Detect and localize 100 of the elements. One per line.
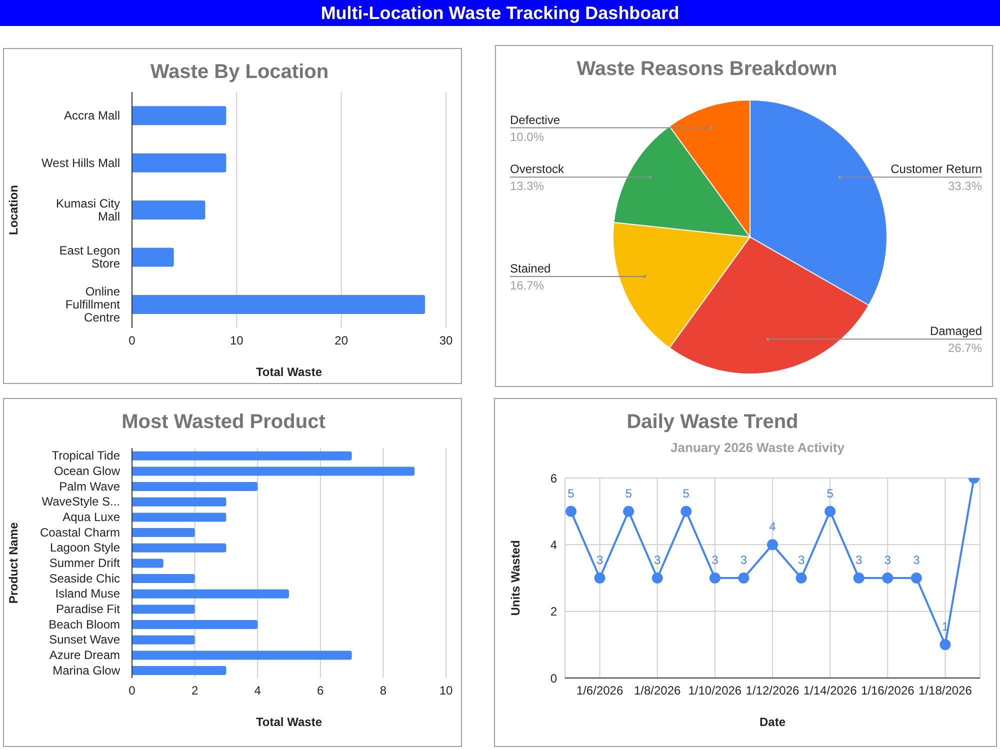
point <box>709 572 720 584</box>
point <box>853 572 864 584</box>
point <box>623 506 634 517</box>
x-tick-label: 10 <box>230 334 244 348</box>
point <box>767 539 778 550</box>
y-axis-title: Location <box>6 185 20 235</box>
y-tick-label: 2 <box>550 604 558 619</box>
y-tick-label: Island Muse <box>55 586 120 601</box>
point <box>796 572 807 584</box>
chart-title: Waste By Location <box>149 61 330 84</box>
x-tick-label: 1/14/2026 <box>803 684 858 698</box>
bar <box>132 620 258 630</box>
bar <box>132 543 226 552</box>
bar <box>132 294 426 314</box>
bar <box>132 558 164 568</box>
bar <box>132 106 226 126</box>
slice-label: Stained <box>510 261 551 276</box>
y-tick-label: Lagoon Style <box>50 540 120 555</box>
bar <box>132 635 195 644</box>
data-label: 5 <box>625 486 632 500</box>
data-label: 3 <box>913 553 920 567</box>
y-tick-label: Summer Drift <box>49 556 121 570</box>
data-label: 5 <box>826 486 834 500</box>
y-tick-label: Ocean Glow <box>54 464 120 478</box>
y-tick-label: Palm Wave <box>59 479 120 494</box>
bar <box>132 466 415 476</box>
bar <box>132 589 289 598</box>
bar <box>132 650 352 660</box>
y-tick-label: Paradise Fit <box>56 602 121 616</box>
x-tick-label: 4 <box>254 684 262 698</box>
bar <box>132 666 226 676</box>
x-tick-label: 1/18/2026 <box>918 684 972 698</box>
slice-label: Overstock <box>510 162 566 176</box>
bar <box>132 200 206 220</box>
x-tick-label: 1/6/2026 <box>576 684 624 698</box>
y-tick-label: 0 <box>550 671 558 686</box>
bar <box>132 482 258 492</box>
y-tick-label: Marina Glow <box>52 663 120 678</box>
y-tick-label: Coastal Charm <box>40 525 120 540</box>
y-tick-label: Accra Mall <box>64 108 120 123</box>
chart-title: Most Wasted Product <box>120 411 326 434</box>
data-label: 4 <box>769 520 776 534</box>
data-label: 3 <box>654 553 662 567</box>
y-tick-label: Beach Bloom <box>48 617 120 632</box>
point <box>910 572 922 584</box>
x-tick-label: 6 <box>317 684 324 698</box>
data-label: 5 <box>568 486 575 500</box>
y-tick-label: Seaside Chic <box>49 571 120 586</box>
bar <box>132 528 195 538</box>
bar <box>132 153 226 172</box>
data-label: 3 <box>884 553 892 567</box>
point <box>940 639 951 650</box>
bar <box>132 512 226 522</box>
bar <box>132 604 195 614</box>
x-axis-title: Date <box>759 715 786 729</box>
data-label: 16.7% <box>510 278 544 292</box>
slice-label: Damaged <box>930 324 982 338</box>
y-tick-label: Kumasi City Mall <box>56 196 120 224</box>
data-label: 33.3% <box>948 179 982 194</box>
chart-title: Daily Waste Trend <box>626 411 800 434</box>
x-tick-label: 8 <box>380 684 387 698</box>
bar <box>132 497 226 506</box>
x-tick-label: 10 <box>439 684 453 698</box>
x-tick-label: 1/8/2026 <box>634 684 682 698</box>
text: Multi-Location Waste Tracking Dashboard <box>0 0 1000 26</box>
data-label: 3 <box>596 553 604 567</box>
data-label: 13.3% <box>510 179 544 194</box>
slice-label: Customer Return <box>890 162 982 176</box>
y-tick-label: Tropical Tide <box>52 448 120 463</box>
x-tick-label: 20 <box>334 334 348 348</box>
y-tick-label: Sunset Wave <box>49 632 120 647</box>
data-label: 3 <box>856 553 863 567</box>
y-axis-title: Product Name <box>6 522 20 604</box>
x-tick-label: 2 <box>191 684 198 698</box>
data-label: 3 <box>740 553 748 567</box>
data-label: 5 <box>682 486 690 500</box>
data-label: 3 <box>712 553 719 567</box>
point <box>882 572 894 584</box>
x-tick-label: 1/10/2026 <box>688 684 742 698</box>
chart-title: Waste Reasons Breakdown <box>576 58 838 81</box>
bar <box>132 574 195 584</box>
data-label: 26.7% <box>948 341 982 356</box>
point <box>680 506 692 517</box>
point <box>652 572 663 584</box>
bar <box>132 451 352 460</box>
x-tick-label: 0 <box>128 684 136 698</box>
slice-label: Defective <box>510 112 560 127</box>
y-tick-label: Online Fulfillment Centre <box>65 284 121 324</box>
y-tick-label: 4 <box>550 538 558 552</box>
data-label: 3 <box>798 553 805 567</box>
bar <box>132 248 174 267</box>
point <box>594 572 606 584</box>
x-axis-title: Total Waste <box>256 365 322 379</box>
x-axis-title: Total Waste <box>256 715 322 729</box>
y-tick-label: 6 <box>550 471 558 486</box>
x-tick-label: 1/16/2026 <box>860 684 915 698</box>
y-axis-title: Units Wasted <box>508 540 522 616</box>
data-label: 10.0% <box>510 130 544 144</box>
y-tick-label: WaveStyle S... <box>42 494 120 509</box>
y-tick-label: Aqua Luxe <box>62 510 120 524</box>
